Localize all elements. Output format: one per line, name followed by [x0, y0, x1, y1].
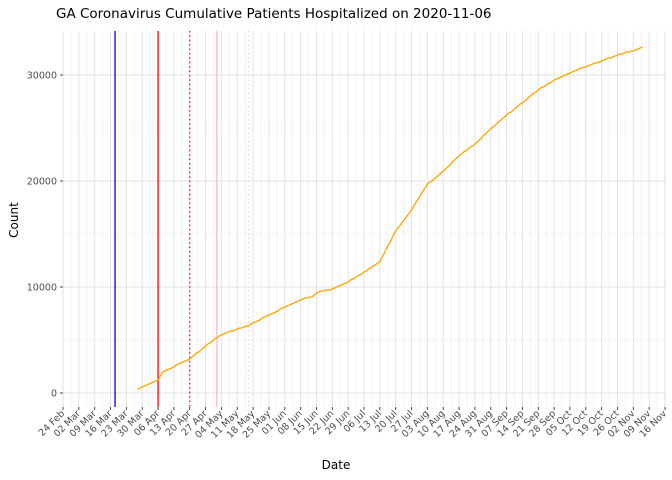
chart-title: GA Coronavirus Cumulative Patients Hospi…	[56, 6, 492, 22]
y-axis-title: Count	[7, 202, 21, 238]
cumulative-patients-hospitalized-line	[137, 46, 643, 390]
y-tick-label: 20000	[27, 177, 57, 188]
y-tick-label: 0	[51, 389, 57, 400]
y-tick-label: 30000	[27, 71, 57, 82]
x-axis-title: Date	[321, 458, 351, 472]
y-tick-label: 10000	[27, 283, 57, 294]
